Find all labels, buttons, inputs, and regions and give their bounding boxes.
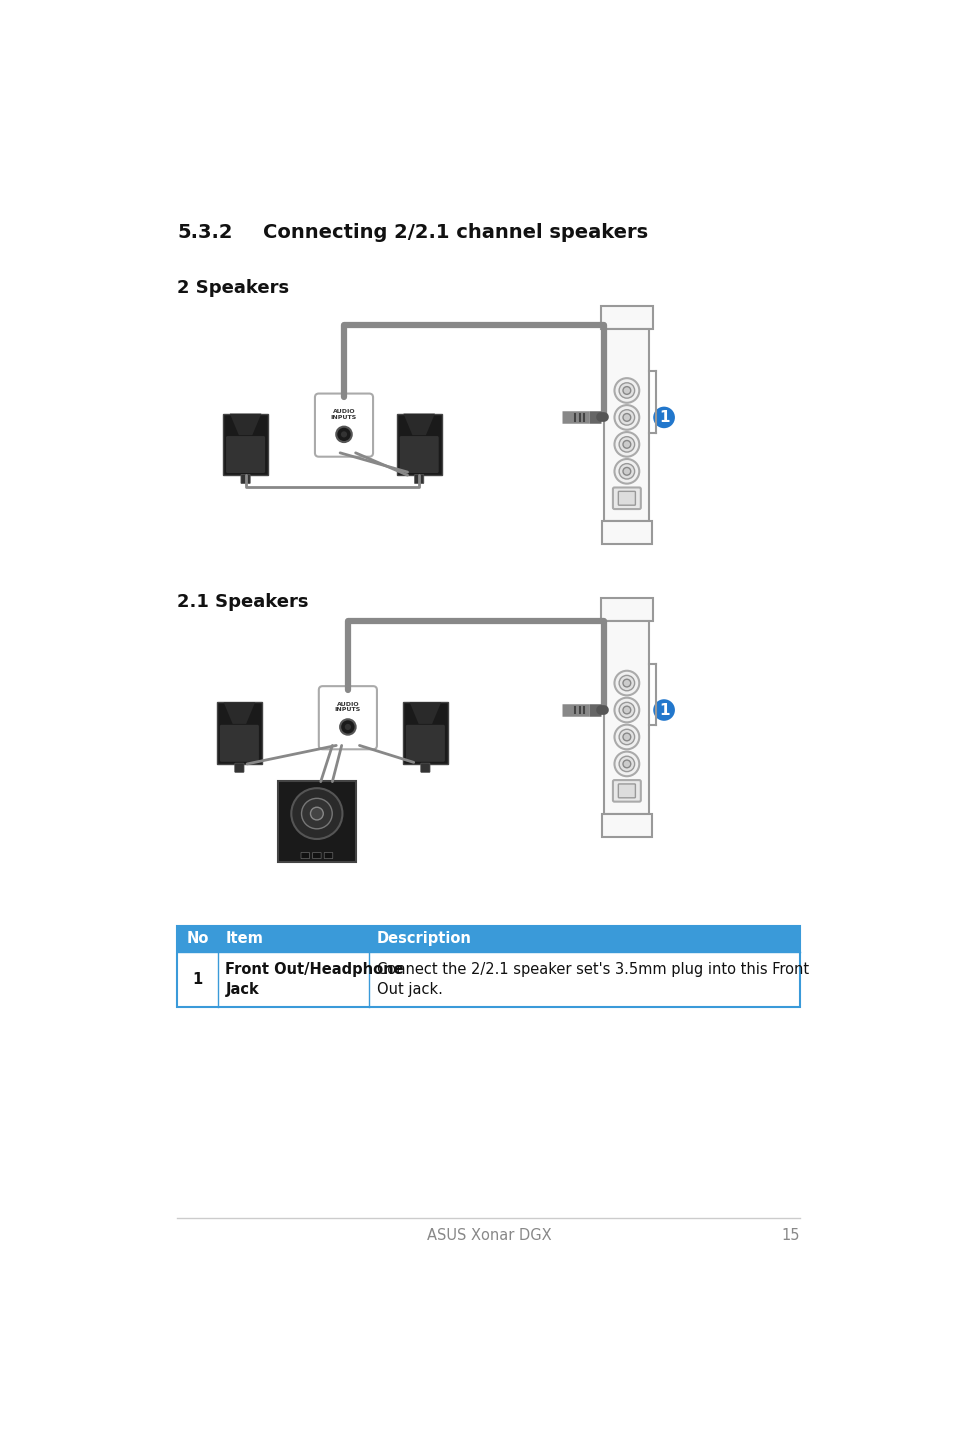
Circle shape [618, 383, 634, 398]
Text: 1: 1 [659, 703, 669, 718]
Circle shape [622, 706, 630, 713]
Text: 1: 1 [659, 410, 669, 424]
Text: No: No [186, 932, 209, 946]
Polygon shape [223, 702, 254, 723]
FancyBboxPatch shape [314, 394, 373, 457]
Text: 1: 1 [193, 972, 202, 986]
Circle shape [622, 733, 630, 741]
Circle shape [653, 699, 674, 720]
Circle shape [622, 387, 630, 394]
Polygon shape [409, 702, 440, 723]
Circle shape [618, 756, 634, 772]
Circle shape [344, 723, 351, 731]
Circle shape [614, 725, 639, 749]
Circle shape [618, 437, 634, 452]
Circle shape [301, 798, 332, 828]
Circle shape [335, 427, 352, 441]
FancyBboxPatch shape [604, 621, 649, 814]
Circle shape [618, 702, 634, 718]
Text: 5.3.2: 5.3.2 [177, 223, 233, 242]
Circle shape [614, 406, 639, 430]
Bar [177, 926, 799, 1007]
Circle shape [614, 752, 639, 777]
Text: Connect the 2/2.1 speaker set's 3.5mm plug into this Front
Out jack.: Connect the 2/2.1 speaker set's 3.5mm pl… [376, 962, 808, 997]
Circle shape [614, 670, 639, 696]
Text: Connecting 2/2.1 channel speakers: Connecting 2/2.1 channel speakers [262, 223, 647, 242]
Circle shape [622, 467, 630, 475]
Circle shape [614, 378, 639, 403]
Circle shape [622, 761, 630, 768]
FancyBboxPatch shape [618, 492, 635, 505]
FancyBboxPatch shape [415, 475, 423, 483]
Circle shape [614, 431, 639, 457]
Circle shape [618, 410, 634, 426]
FancyBboxPatch shape [223, 414, 268, 475]
FancyBboxPatch shape [405, 725, 444, 762]
Text: AUDIO
INPUTS: AUDIO INPUTS [331, 408, 356, 420]
Text: ASUS Xonar DGX: ASUS Xonar DGX [426, 1228, 551, 1242]
Circle shape [618, 676, 634, 690]
Text: 15: 15 [781, 1228, 799, 1242]
FancyBboxPatch shape [604, 329, 649, 522]
Circle shape [291, 788, 342, 838]
FancyBboxPatch shape [612, 487, 640, 509]
Circle shape [340, 719, 355, 735]
FancyBboxPatch shape [318, 686, 376, 749]
Polygon shape [403, 414, 435, 436]
FancyBboxPatch shape [601, 814, 651, 837]
FancyBboxPatch shape [324, 853, 333, 858]
Text: AUDIO
INPUTS: AUDIO INPUTS [335, 702, 360, 712]
Text: Description: Description [376, 932, 471, 946]
Text: Front Out/Headphone
Jack: Front Out/Headphone Jack [225, 962, 404, 997]
Circle shape [622, 440, 630, 449]
Circle shape [622, 414, 630, 421]
Circle shape [618, 729, 634, 745]
Circle shape [614, 459, 639, 483]
FancyBboxPatch shape [396, 414, 441, 475]
FancyBboxPatch shape [226, 436, 265, 473]
FancyBboxPatch shape [420, 764, 430, 772]
FancyBboxPatch shape [618, 784, 635, 798]
Polygon shape [230, 414, 261, 436]
FancyBboxPatch shape [241, 475, 250, 483]
FancyBboxPatch shape [612, 779, 640, 801]
Circle shape [340, 431, 347, 437]
Text: 2.1 Speakers: 2.1 Speakers [177, 594, 309, 611]
FancyBboxPatch shape [278, 781, 355, 863]
FancyBboxPatch shape [301, 853, 309, 858]
FancyBboxPatch shape [599, 306, 653, 329]
FancyBboxPatch shape [219, 725, 258, 762]
Circle shape [618, 463, 634, 479]
Circle shape [622, 679, 630, 687]
Circle shape [310, 807, 323, 820]
FancyBboxPatch shape [313, 853, 321, 858]
Bar [177, 952, 799, 1007]
Text: Item: Item [225, 932, 263, 946]
FancyBboxPatch shape [399, 436, 438, 473]
Circle shape [653, 407, 674, 429]
FancyBboxPatch shape [601, 522, 651, 545]
FancyBboxPatch shape [402, 702, 447, 764]
FancyBboxPatch shape [234, 764, 244, 772]
FancyBboxPatch shape [216, 702, 261, 764]
Text: 2 Speakers: 2 Speakers [177, 279, 289, 298]
Bar [177, 926, 799, 952]
Circle shape [614, 697, 639, 722]
FancyBboxPatch shape [599, 598, 653, 621]
